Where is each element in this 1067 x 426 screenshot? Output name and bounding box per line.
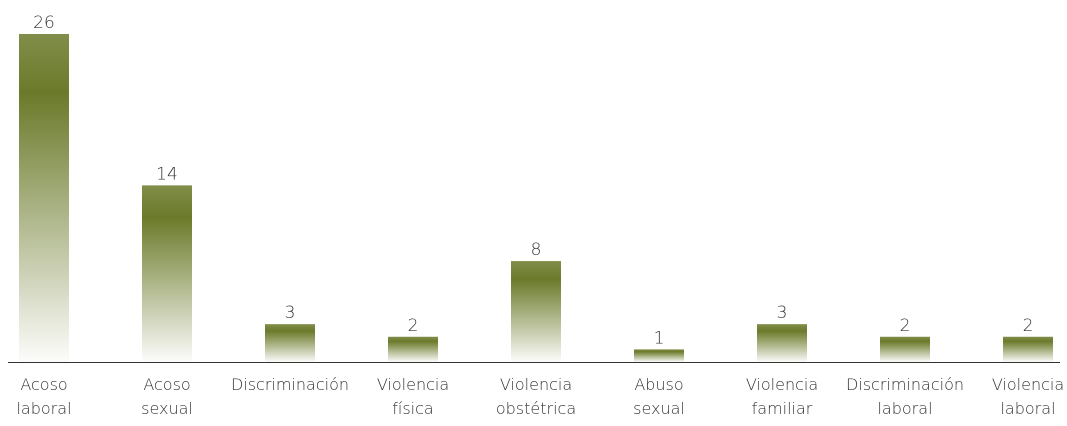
category-label-7: Discriminación laboral	[846, 375, 964, 418]
data-label-2: 3	[285, 303, 296, 323]
category-label-line: Discriminación	[846, 375, 964, 394]
data-label-5: 1	[654, 328, 665, 348]
bar-8	[1003, 336, 1053, 362]
category-label-line: Violencia	[746, 375, 818, 394]
data-label-0: 26	[33, 13, 55, 33]
bar-7	[880, 336, 930, 362]
category-label-line: obstétrica	[496, 399, 576, 418]
category-label-line: familiar	[752, 399, 813, 418]
category-label-line: sexual	[141, 399, 193, 418]
bar-6	[757, 324, 807, 362]
category-label-line: física	[392, 399, 433, 418]
bar-2	[265, 324, 315, 362]
data-label-7: 2	[900, 316, 911, 336]
value-labels-group: 26 14 3 2 8 1 3 2 2	[33, 13, 1033, 348]
category-label-line: laboral	[877, 399, 932, 418]
category-label-line: Violencia	[377, 375, 449, 394]
category-label-4: Violencia obstétrica	[496, 375, 576, 418]
data-label-3: 2	[408, 316, 419, 336]
category-label-0: Acoso laboral	[16, 375, 71, 418]
bar-0	[19, 34, 69, 362]
data-label-6: 3	[777, 303, 788, 323]
bar-3	[388, 336, 438, 362]
category-label-3: Violencia física	[377, 375, 449, 418]
category-label-5: Abuso sexual	[633, 375, 685, 418]
category-label-line: Abuso	[634, 375, 683, 394]
category-label-6: Violencia familiar	[746, 375, 818, 418]
bar-4	[511, 261, 561, 362]
category-label-line: Acoso	[20, 375, 67, 394]
category-label-line: Violencia	[992, 375, 1064, 394]
category-label-1: Acoso sexual	[141, 375, 193, 418]
category-label-line: Discriminación	[231, 375, 349, 394]
category-label-line: Acoso	[143, 375, 190, 394]
bar-1	[142, 185, 192, 362]
category-label-8: Violencia laboral	[992, 375, 1064, 418]
category-label-2: Discriminación	[231, 375, 349, 394]
bar-5	[634, 349, 684, 362]
category-labels-group: Acoso laboral Acoso sexual Discriminación Vio…	[16, 375, 1064, 418]
data-label-1: 14	[156, 164, 178, 184]
category-label-line: laboral	[1000, 399, 1055, 418]
category-label-line: sexual	[633, 399, 685, 418]
category-label-line: Violencia	[500, 375, 572, 394]
bars-group	[19, 34, 1053, 362]
category-label-line: laboral	[16, 399, 71, 418]
data-label-4: 8	[531, 240, 542, 260]
data-label-8: 2	[1023, 316, 1034, 336]
